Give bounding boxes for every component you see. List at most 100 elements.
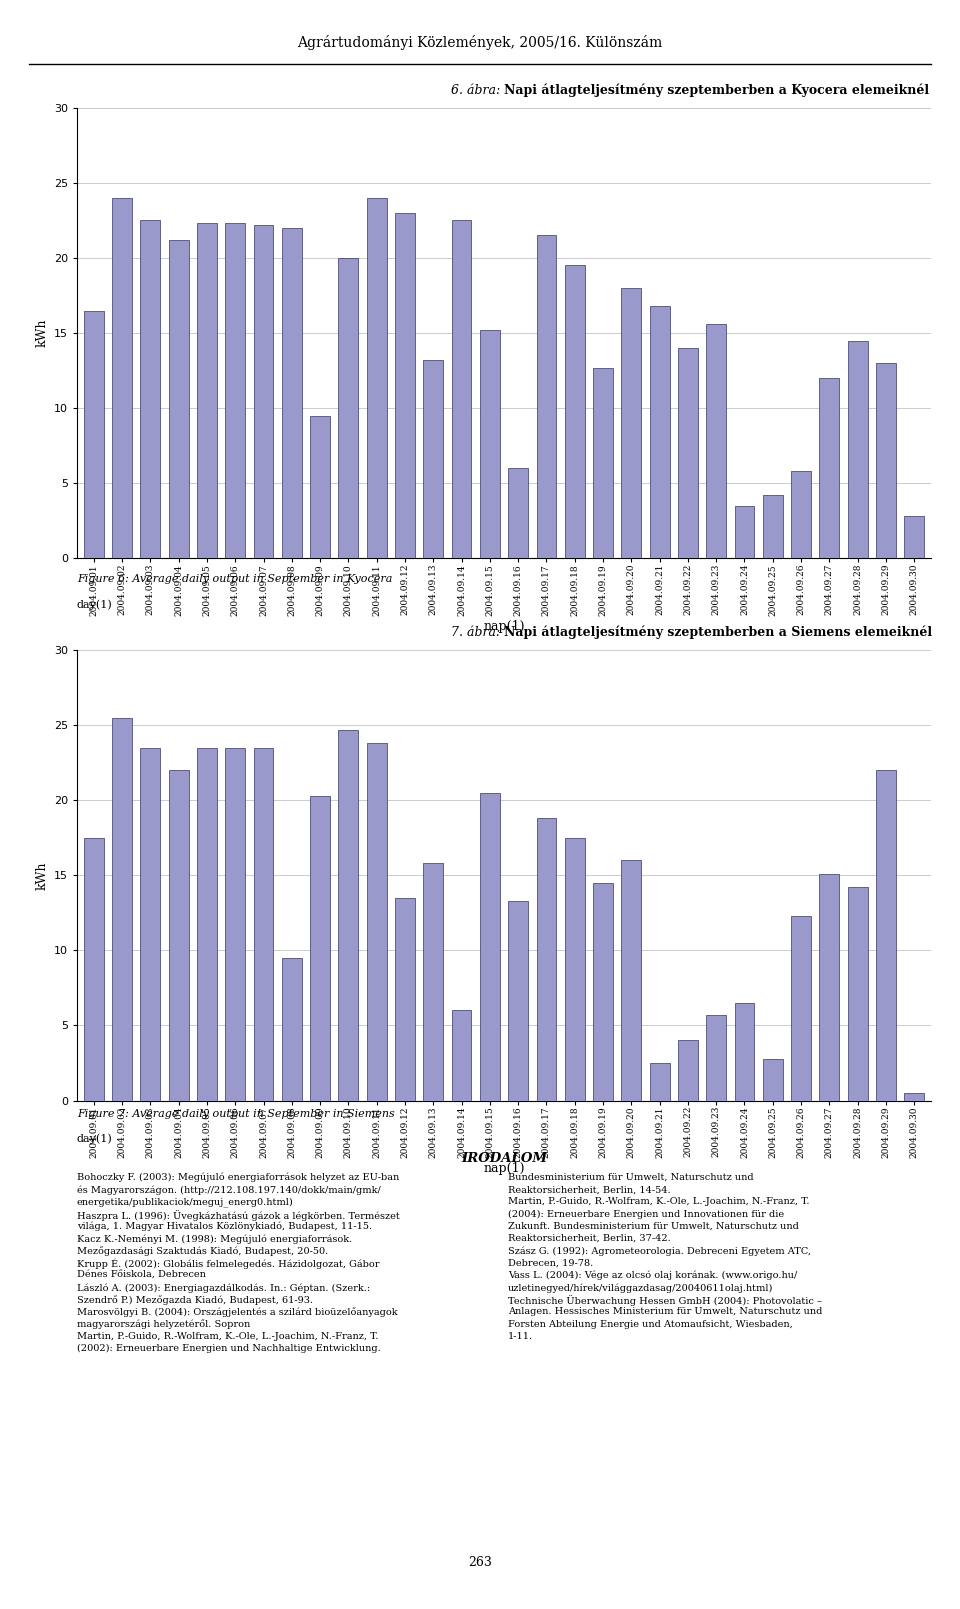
Bar xyxy=(791,916,811,1101)
Text: Figure 6: Average daily output in September in Kyocera: Figure 6: Average daily output in Septem… xyxy=(77,574,393,584)
Text: 7. ábra:: 7. ábra: xyxy=(451,626,504,639)
Bar xyxy=(848,341,868,558)
Bar xyxy=(339,257,358,558)
Bar xyxy=(310,415,330,558)
Text: Zukunft. Bundesministerium für Umwelt, Naturschutz und: Zukunft. Bundesministerium für Umwelt, N… xyxy=(508,1221,799,1231)
Bar xyxy=(820,378,839,558)
Bar xyxy=(339,729,358,1101)
Text: (2002): Erneuerbare Energien und Nachhaltige Entwicklung.: (2002): Erneuerbare Energien und Nachhal… xyxy=(77,1344,380,1353)
Bar xyxy=(820,874,839,1101)
Text: Figure 7: Average daily output in September in Siemens: Figure 7: Average daily output in Septem… xyxy=(77,1109,395,1118)
Bar xyxy=(791,471,811,558)
Bar xyxy=(763,1059,782,1101)
Text: Mezőgazdasági Szaktudás Kiadó, Budapest, 20-50.: Mezőgazdasági Szaktudás Kiadó, Budapest,… xyxy=(77,1247,328,1257)
Bar xyxy=(904,516,924,558)
Text: energetika/publikaciok/meguj_energ0.html): energetika/publikaciok/meguj_energ0.html… xyxy=(77,1197,294,1207)
Bar xyxy=(423,864,444,1101)
Bar xyxy=(734,1002,755,1101)
X-axis label: nap(1): nap(1) xyxy=(483,1162,525,1175)
Y-axis label: kWh: kWh xyxy=(36,861,48,890)
Bar xyxy=(593,883,612,1101)
Text: magyarországi helyzetéről. Sopron: magyarországi helyzetéről. Sopron xyxy=(77,1319,250,1329)
Text: Marosvölgyi B. (2004): Országjelentés a szilárd bioüzelőanyagok: Marosvölgyi B. (2004): Országjelentés a … xyxy=(77,1308,397,1318)
Bar xyxy=(197,748,217,1101)
Text: day(1): day(1) xyxy=(77,1133,112,1144)
Text: 1-11.: 1-11. xyxy=(508,1332,534,1340)
Bar xyxy=(763,496,782,558)
Text: Debrecen, 19-78.: Debrecen, 19-78. xyxy=(508,1258,593,1268)
Bar xyxy=(734,505,755,558)
Y-axis label: kWh: kWh xyxy=(36,319,48,348)
Text: Bundesministerium für Umwelt, Naturschutz und: Bundesministerium für Umwelt, Naturschut… xyxy=(508,1173,754,1183)
Bar xyxy=(423,360,444,558)
Bar xyxy=(593,367,612,558)
Bar xyxy=(140,220,160,558)
Bar xyxy=(112,718,132,1101)
Bar xyxy=(480,793,500,1101)
Bar xyxy=(169,240,188,558)
Text: uzletinegyed/hírek/világgazdasag/20040611olaj.html): uzletinegyed/hírek/világgazdasag/2004061… xyxy=(508,1282,774,1292)
Text: 263: 263 xyxy=(468,1556,492,1569)
Bar xyxy=(564,838,585,1101)
Text: világa, 1. Magyar Hivatalos Közlönykiadó, Budapest, 11-15.: világa, 1. Magyar Hivatalos Közlönykiadó… xyxy=(77,1221,372,1231)
Bar xyxy=(876,364,896,558)
Bar xyxy=(537,819,557,1101)
Bar xyxy=(367,198,387,558)
Bar xyxy=(480,330,500,558)
Bar xyxy=(253,225,274,558)
Bar xyxy=(310,796,330,1101)
Bar xyxy=(451,220,471,558)
Text: Krupp É. (2002): Globális felmelegedés. Házidolgozat, Gábor: Krupp É. (2002): Globális felmelegedés. … xyxy=(77,1258,379,1270)
Text: Reaktorsicherheit, Berlin, 14-54.: Reaktorsicherheit, Berlin, 14-54. xyxy=(508,1186,671,1194)
Text: Anlagen. Hessisches Ministerium für Umwelt, Naturschutz und: Anlagen. Hessisches Ministerium für Umwe… xyxy=(508,1308,823,1316)
Text: László A. (2003): Energiagazdálkodás. In.: Géptan. (Szerk.:: László A. (2003): Energiagazdálkodás. In… xyxy=(77,1282,370,1292)
Text: (2004): Erneuerbare Energien und Innovationen für die: (2004): Erneuerbare Energien und Innovat… xyxy=(508,1210,784,1218)
Text: Reaktorsicherheit, Berlin, 37-42.: Reaktorsicherheit, Berlin, 37-42. xyxy=(508,1234,671,1244)
Bar xyxy=(396,212,415,558)
Bar xyxy=(621,861,641,1101)
Text: IRODALOM: IRODALOM xyxy=(461,1152,547,1165)
Bar xyxy=(451,1010,471,1101)
Bar xyxy=(904,1093,924,1101)
Bar xyxy=(169,771,188,1101)
Text: day(1): day(1) xyxy=(77,599,112,610)
Bar xyxy=(848,887,868,1101)
Bar xyxy=(650,1064,669,1101)
Bar xyxy=(197,224,217,558)
Bar xyxy=(396,898,415,1101)
Bar xyxy=(282,957,301,1101)
Text: Martin, P.-Guido, R.-Wolfram, K.-Ole, L.-Joachim, N.-Franz, T.: Martin, P.-Guido, R.-Wolfram, K.-Ole, L.… xyxy=(508,1197,810,1207)
Text: és Magyarországon. (http://212.108.197.140/dokk/main/gmk/: és Magyarországon. (http://212.108.197.1… xyxy=(77,1186,380,1195)
Bar xyxy=(678,348,698,558)
Bar xyxy=(650,306,669,558)
Bar xyxy=(508,901,528,1101)
Bar xyxy=(140,748,160,1101)
Bar xyxy=(508,468,528,558)
Text: Martin, P.-Guido, R.-Wolfram, K.-Ole, L.-Joachim, N.-Franz, T.: Martin, P.-Guido, R.-Wolfram, K.-Ole, L.… xyxy=(77,1332,378,1340)
Bar xyxy=(226,748,245,1101)
Text: Haszpra L. (1996): Üvegkázhatású gázok a légkörben. Természet: Haszpra L. (1996): Üvegkázhatású gázok a… xyxy=(77,1210,399,1221)
Text: Szász G. (1992): Agrometeorologia. Debreceni Egyetem ATC,: Szász G. (1992): Agrometeorologia. Debre… xyxy=(508,1247,811,1257)
Text: Agrártudományi Közlemények, 2005/16. Különszám: Agrártudományi Közlemények, 2005/16. Kül… xyxy=(298,35,662,50)
Bar xyxy=(84,838,104,1101)
Text: Kacz K.-Neményi M. (1998): Megújuló energiaforrások.: Kacz K.-Neményi M. (1998): Megújuló ener… xyxy=(77,1234,352,1244)
Bar xyxy=(112,198,132,558)
Bar xyxy=(621,288,641,558)
Text: Forsten Abteilung Energie und Atomaufsicht, Wiesbaden,: Forsten Abteilung Energie und Atomaufsic… xyxy=(508,1319,793,1329)
Text: Dénes Főiskola, Debrecen: Dénes Főiskola, Debrecen xyxy=(77,1271,205,1279)
Text: Bohoczky F. (2003): Megújuló energiaforrások helyzet az EU-ban: Bohoczky F. (2003): Megújuló energiaforr… xyxy=(77,1173,399,1183)
Bar xyxy=(564,265,585,558)
Bar xyxy=(707,1015,726,1101)
Text: Napi átlagteljesítmény szeptemberben a Kyocera elemeiknél: Napi átlagteljesítmény szeptemberben a K… xyxy=(504,84,929,97)
Bar xyxy=(678,1041,698,1101)
Bar xyxy=(367,743,387,1101)
Text: Vass L. (2004): Vége az olcsó olaj korának. (www.origo.hu/: Vass L. (2004): Vége az olcsó olaj korán… xyxy=(508,1271,798,1281)
Bar xyxy=(226,224,245,558)
Bar xyxy=(876,771,896,1101)
Text: Technische Überwachung Hessen GmbH (2004): Photovolatic –: Technische Überwachung Hessen GmbH (2004… xyxy=(508,1295,822,1307)
Text: Napi átlagteljesítmény szeptemberben a Siemens elemeiknél: Napi átlagteljesítmény szeptemberben a S… xyxy=(504,626,932,639)
Text: Szendrő P.) Mezőgazda Kiadó, Budapest, 61-93.: Szendrő P.) Mezőgazda Kiadó, Budapest, 6… xyxy=(77,1295,313,1305)
Bar xyxy=(282,228,301,558)
Bar xyxy=(84,311,104,558)
Text: 6. ábra:: 6. ábra: xyxy=(451,84,504,97)
